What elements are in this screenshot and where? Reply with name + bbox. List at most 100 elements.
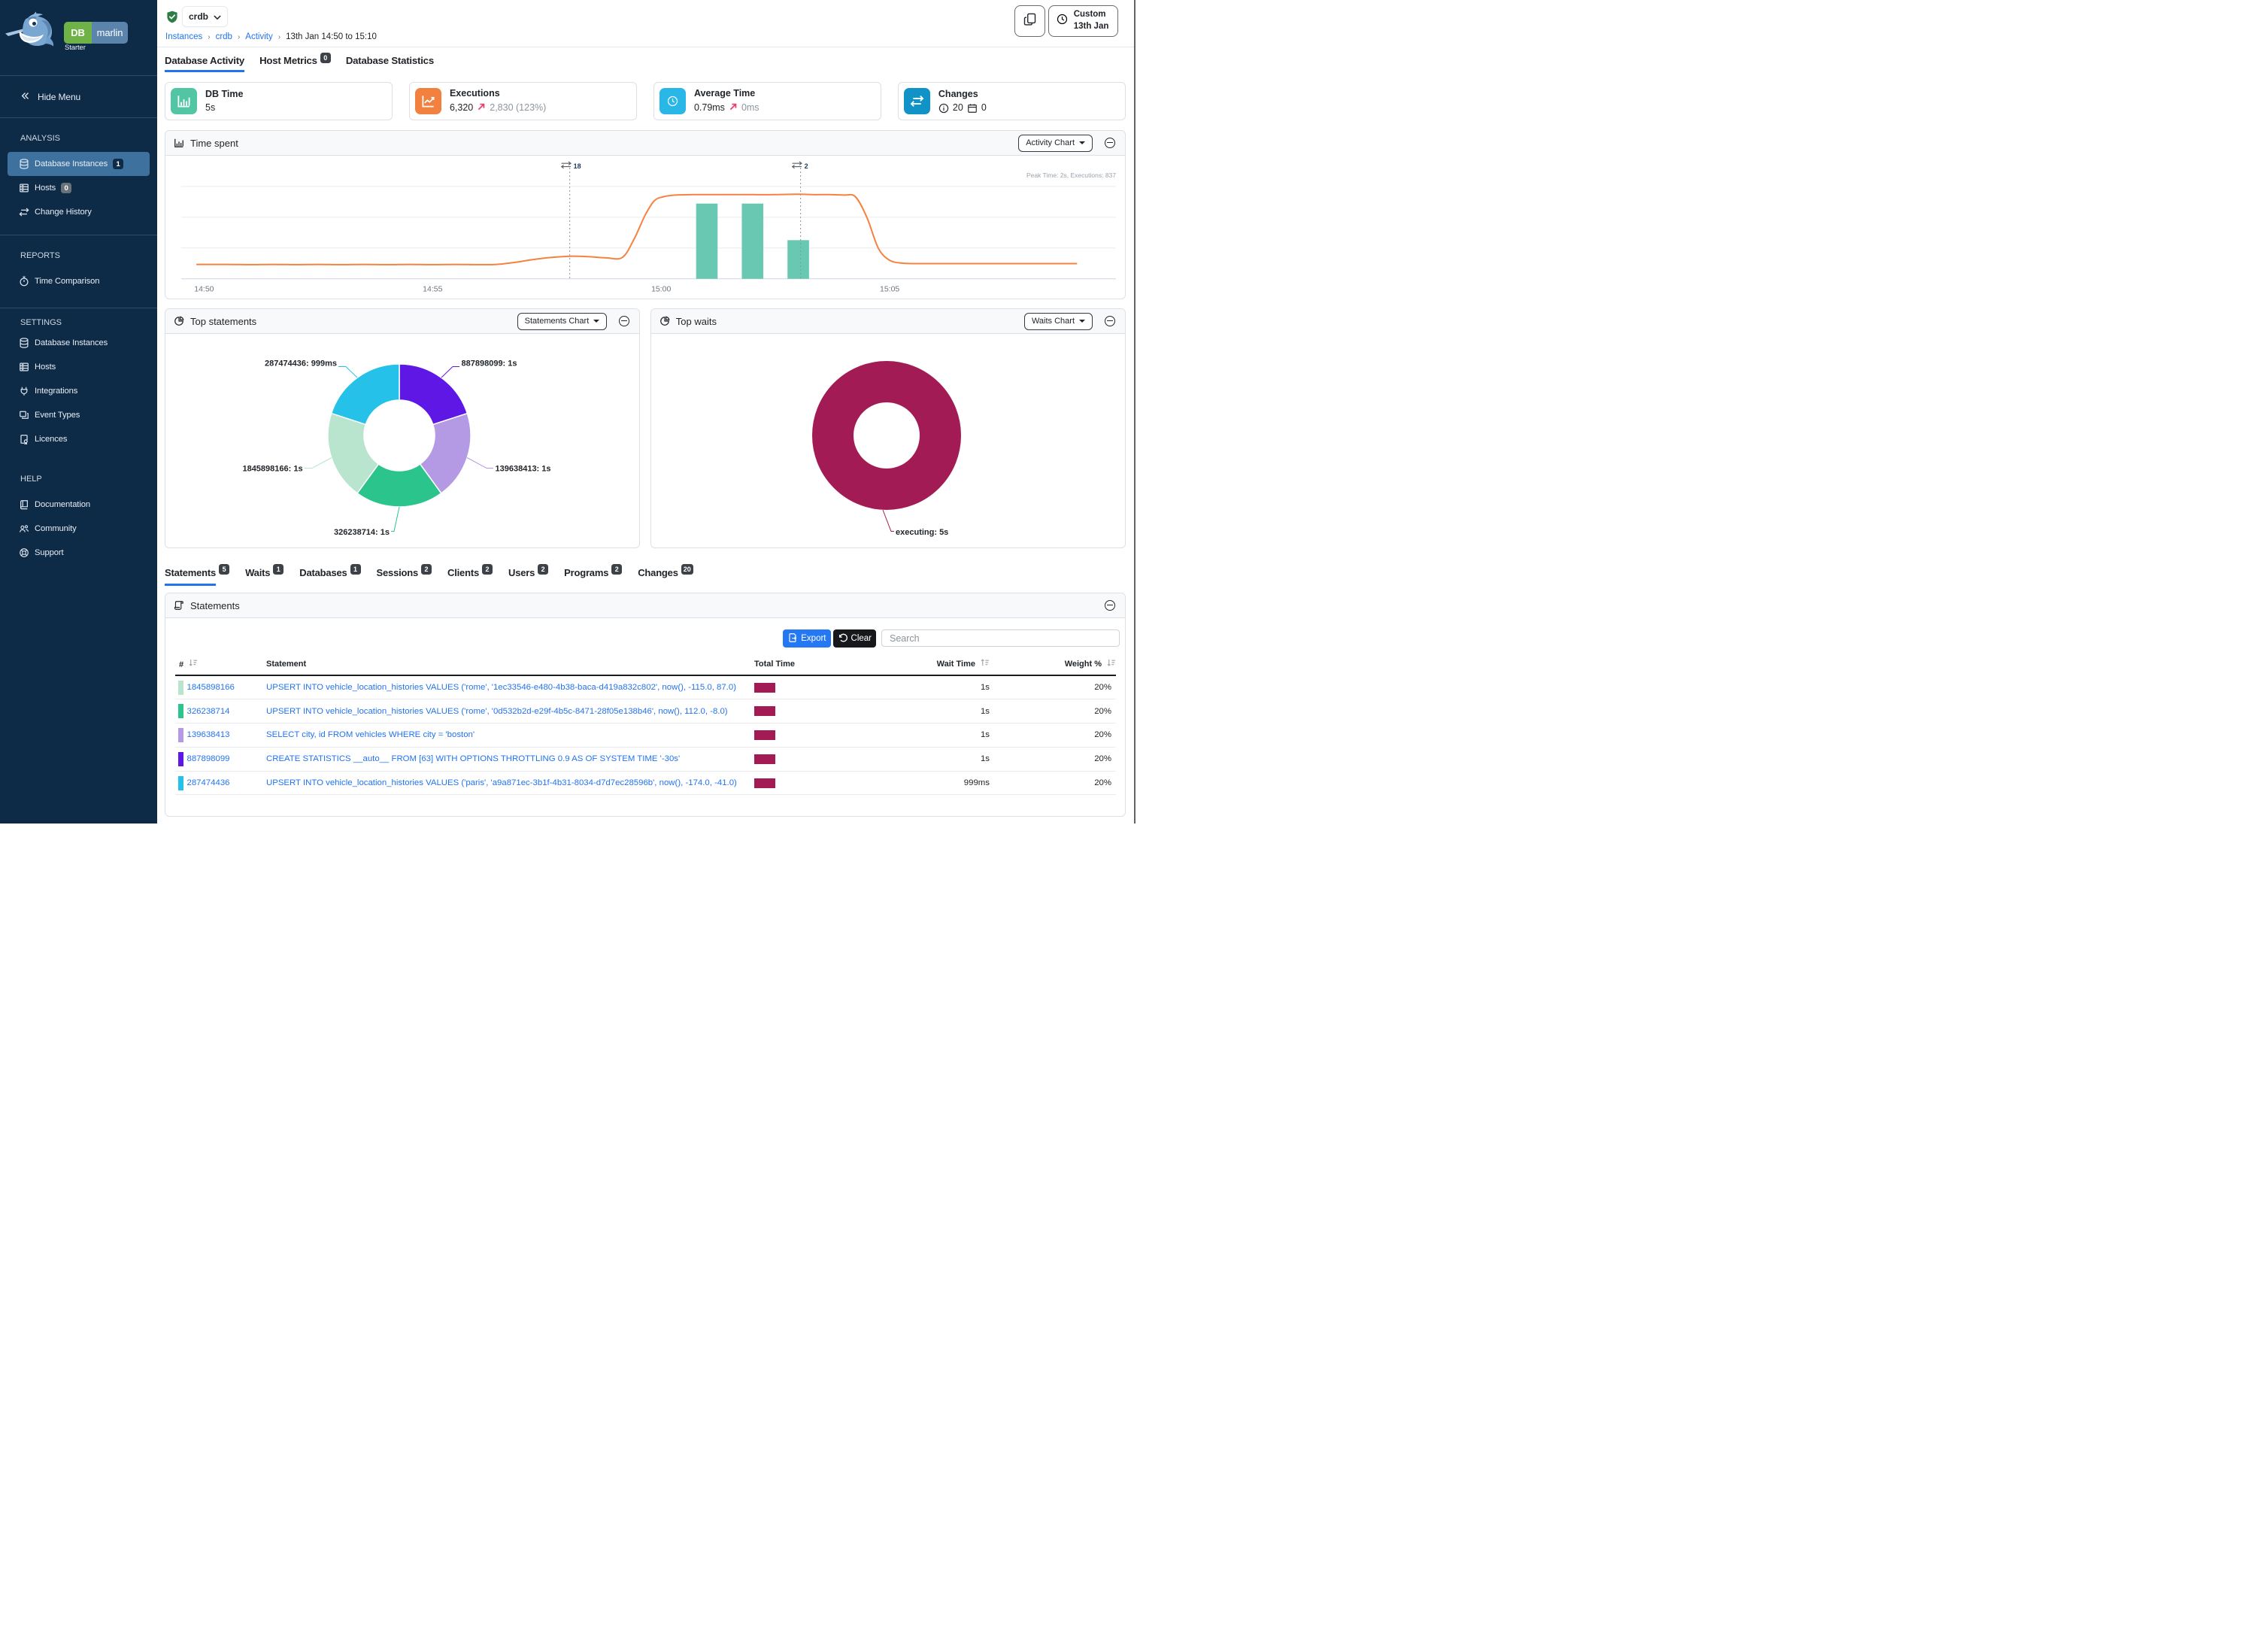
table-row[interactable]: 1845898166 UPSERT INTO vehicle_location_h… <box>175 675 1116 700</box>
statement-color-chip <box>178 680 183 695</box>
table-row[interactable]: 887898099 CREATE STATISTICS __auto__ FROM… <box>175 747 1116 772</box>
executions-bar[interactable] <box>696 203 718 279</box>
waits-chart-dropdown[interactable]: Waits Chart <box>1023 312 1093 330</box>
brand-badge: DB marlin <box>64 22 128 44</box>
cell-statement-text[interactable]: CREATE STATISTICS __auto__ FROM [63] WIT… <box>266 747 754 772</box>
detail-tab-programs[interactable]: Programs 2 <box>564 564 623 584</box>
detail-tab-changes[interactable]: Changes 20 <box>638 564 693 584</box>
table-row[interactable]: 326238714 UPSERT INTO vehicle_location_hi… <box>175 699 1116 724</box>
sidebar-item-support[interactable]: Support <box>8 541 150 565</box>
statements-chart-dropdown[interactable]: Statements Chart <box>517 312 608 330</box>
card-delta: 0ms <box>741 102 760 113</box>
col-header-weight[interactable]: Weight % <box>990 658 1116 675</box>
executions-bar[interactable] <box>741 203 764 279</box>
info-icon[interactable] <box>938 103 949 114</box>
statements-table-body: 1845898166 UPSERT INTO vehicle_location_h… <box>175 675 1116 796</box>
sidebar-item-documentation[interactable]: Documentation <box>8 493 150 517</box>
clear-button[interactable]: Clear <box>832 629 876 648</box>
collapse-panel-button[interactable] <box>1105 316 1115 326</box>
detail-tab-statements[interactable]: Statements 5 <box>165 564 230 586</box>
detail-tab-users[interactable]: Users 2 <box>508 564 549 584</box>
cell-statement-text[interactable]: UPSERT INTO vehicle_location_histories V… <box>266 771 754 796</box>
metric-card-average-time: Average Time 0.79ms 0ms <box>653 82 882 120</box>
cell-statement-text[interactable]: UPSERT INTO vehicle_location_histories V… <box>266 699 754 724</box>
sidebar-item-time-comparison[interactable]: Time Comparison <box>8 269 150 293</box>
card-title: Average Time <box>693 88 756 99</box>
col-header-wait-time[interactable]: Wait Time <box>935 658 990 675</box>
sidebar-item-integrations[interactable]: Integrations <box>8 379 150 403</box>
donut-slice-887898099[interactable] <box>399 363 468 426</box>
label-leader-line <box>338 366 358 378</box>
instance-dropdown[interactable]: crdb <box>182 6 228 27</box>
change-marker[interactable]: 18 <box>560 161 581 170</box>
statement-id-link[interactable]: 326238714 <box>186 706 230 716</box>
sidebar-item-hosts[interactable]: Hosts <box>8 355 150 379</box>
database-icon <box>19 338 29 348</box>
x-tick-label: 14:50 <box>194 285 214 294</box>
sidebar-item-hosts[interactable]: Hosts 0 <box>8 176 150 200</box>
tab-label: Host Metrics <box>259 55 317 66</box>
detail-tab-sessions[interactable]: Sessions 2 <box>377 564 432 584</box>
detail-tab-label: Statements <box>165 567 217 586</box>
cell-statement-id: 326238714 <box>175 699 266 724</box>
tab-database-activity[interactable]: Database Activity <box>165 55 244 72</box>
detail-tab-waits[interactable]: Waits 1 <box>245 564 284 584</box>
sidebar-item-event-types[interactable]: Event Types <box>8 403 150 427</box>
search-input[interactable] <box>881 629 1120 647</box>
label-leader-line <box>466 457 493 469</box>
trend-up-icon <box>729 102 738 114</box>
calendar-icon[interactable] <box>967 103 978 114</box>
donut-slice-executing[interactable] <box>811 361 961 510</box>
tab-badge: 0 <box>320 53 331 63</box>
activity-chart-dropdown[interactable]: Activity Chart <box>1018 134 1093 152</box>
tab-database-statistics[interactable]: Database Statistics <box>346 55 434 72</box>
sidebar-item-database-instances[interactable]: Database Instances 1 <box>8 152 150 176</box>
chevron-down-icon <box>1079 141 1085 144</box>
col-header-id[interactable]: # <box>175 658 266 675</box>
sidebar-item-change-history[interactable]: Change History <box>8 200 150 224</box>
statement-id-link[interactable]: 1845898166 <box>186 683 235 693</box>
tab-host-metrics[interactable]: Host Metrics 0 <box>259 53 331 72</box>
table-row[interactable]: 287474436 UPSERT INTO vehicle_location_hi… <box>175 771 1116 796</box>
copy-link-button[interactable] <box>1014 5 1045 37</box>
statement-id-link[interactable]: 139638413 <box>186 730 230 740</box>
cell-statement-id: 1845898166 <box>175 675 266 700</box>
label-leader-line <box>304 457 332 469</box>
cell-total-time <box>754 747 935 772</box>
bar-chart-icon <box>174 138 184 148</box>
collapse-panel-button[interactable] <box>619 316 630 326</box>
pie-chart-icon <box>659 316 670 326</box>
hide-menu-button[interactable]: Hide Menu <box>0 76 157 117</box>
cell-statement-text[interactable]: SELECT city, id FROM vehicles WHERE city… <box>266 723 754 748</box>
change-marker[interactable]: 2 <box>791 161 808 170</box>
sidebar-item-database-instances[interactable]: Database Instances <box>8 331 150 355</box>
donut-slice-287474436[interactable] <box>330 363 400 426</box>
col-header-statement[interactable]: Statement <box>266 659 307 669</box>
statement-id-link[interactable]: 887898099 <box>186 754 230 764</box>
collapse-panel-button[interactable] <box>1105 138 1115 148</box>
support-icon <box>19 547 29 558</box>
breadcrumb-link[interactable]: crdb <box>215 32 232 41</box>
sidebar-item-licences[interactable]: Licences <box>8 427 150 451</box>
detail-tab-databases[interactable]: Databases 1 <box>299 564 361 584</box>
breadcrumb-link[interactable]: Activity <box>245 32 273 41</box>
metric-card-db-time: DB Time 5s <box>165 82 393 120</box>
collapse-panel-button[interactable] <box>1105 600 1115 611</box>
breadcrumb-link[interactable]: Instances <box>165 32 203 41</box>
card-main-value: 5s <box>205 102 216 113</box>
undo-icon <box>838 632 848 645</box>
card-main-value: 0.79ms <box>693 102 725 113</box>
sidebar-item-community[interactable]: Community <box>8 517 150 541</box>
brand-marlin: marlin <box>92 22 128 44</box>
cell-weight: 20% <box>990 747 1116 772</box>
server-icon <box>19 362 29 372</box>
time-range-button[interactable]: Custom 13th Jan <box>1048 5 1119 37</box>
statement-id-link[interactable]: 287474436 <box>186 778 230 788</box>
sidebar-nav: ANALYSIS Database Instances 1 Hosts 0 Change … <box>0 118 157 565</box>
detail-tab-clients[interactable]: Clients 2 <box>447 564 493 584</box>
col-header-total-time[interactable]: Total Time <box>754 659 795 669</box>
table-row[interactable]: 139638413 SELECT city, id FROM vehicles W… <box>175 723 1116 748</box>
cell-statement-text[interactable]: UPSERT INTO vehicle_location_histories V… <box>266 675 754 700</box>
export-button[interactable]: Export <box>783 629 831 648</box>
executions-bar[interactable] <box>787 240 809 279</box>
